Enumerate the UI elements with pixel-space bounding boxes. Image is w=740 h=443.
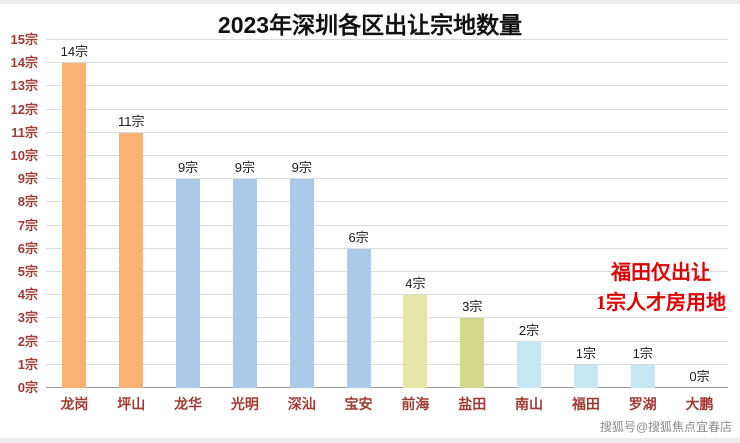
- annotation-line-1: 福田仅出让: [611, 262, 711, 284]
- bar-column: 1宗: [614, 40, 671, 388]
- y-tick-label: 11宗: [11, 124, 38, 140]
- gridline: [46, 271, 728, 272]
- gridline: [46, 340, 728, 342]
- bar-column: 1宗: [557, 40, 614, 388]
- annotation-line-2: 1宗人才房用地: [596, 292, 726, 314]
- bar-column: 9宗: [160, 40, 217, 388]
- gridline: [46, 178, 728, 180]
- gridline: [46, 201, 728, 203]
- y-tick-label: 14宗: [10, 55, 38, 71]
- bar-value-label: 9宗: [291, 160, 312, 176]
- bar-column: 2宗: [501, 40, 558, 388]
- x-tick-label: 宝安: [344, 396, 373, 412]
- bar: [346, 248, 371, 388]
- y-tick-label: 3宗: [17, 310, 38, 326]
- gridline: [46, 131, 728, 133]
- y-tick-label: 9宗: [17, 171, 38, 187]
- y-tick-label: 4宗: [17, 287, 38, 303]
- bars: 14宗 11宗 9宗 9宗 9宗 6宗 4宗 3宗 2宗 1宗 1宗 0宗: [46, 40, 728, 388]
- bar-value-label: 9宗: [234, 160, 256, 176]
- top-border-strip: [0, 0, 740, 4]
- bar-value-label: 1宗: [632, 345, 653, 361]
- y-tick-label: 6宗: [17, 240, 38, 256]
- bar-value-label: 1宗: [575, 345, 596, 361]
- gridline: [46, 363, 728, 365]
- bar: [62, 63, 87, 388]
- y-tick-label: 13宗: [10, 78, 38, 94]
- x-tick-label: 大鹏: [685, 396, 714, 412]
- x-tick-label: 前海: [401, 396, 430, 412]
- bar: [403, 295, 428, 388]
- bar-value-label: 6宗: [348, 229, 369, 245]
- x-tick-label: 南山: [515, 396, 544, 412]
- gridline: [46, 108, 728, 110]
- bar: [289, 179, 314, 388]
- bar: [460, 318, 485, 388]
- x-tick-label: 罗湖: [628, 396, 657, 412]
- x-tick-label: 坪山: [117, 396, 146, 412]
- x-axis-line: [46, 387, 728, 388]
- gridline: [46, 39, 728, 40]
- gridline: [46, 155, 728, 156]
- bar-value-label: 14宗: [60, 44, 89, 60]
- y-tick-label: 1宗: [17, 356, 38, 372]
- bar-chart: 0宗 1宗 2宗 3宗 4宗 5宗 6宗 7宗 8宗 9宗 10宗 11宗 12宗 13宗 14宗 15宗 1…: [6, 32, 734, 418]
- gridline: [46, 62, 728, 64]
- bar: [119, 132, 144, 388]
- bar-value-label: 4宗: [405, 276, 426, 292]
- x-tick-label: 光明: [230, 396, 259, 412]
- x-tick-label: 龙华: [174, 396, 203, 412]
- bottom-border-strip: [0, 438, 740, 443]
- y-tick-label: 10宗: [10, 148, 38, 164]
- gridline: [46, 294, 728, 296]
- bar: [517, 341, 542, 388]
- annotation: 福田仅出让 1宗人才房用地: [596, 258, 726, 318]
- gridline: [46, 224, 728, 226]
- watermark: 搜狐号@搜狐焦点宜春店: [599, 420, 732, 434]
- bar-value-label: 9宗: [177, 160, 199, 176]
- y-tick-label: 7宗: [17, 217, 38, 233]
- y-axis: 0宗 1宗 2宗 3宗 4宗 5宗 6宗 7宗 8宗 9宗 10宗 11宗 12宗 13宗 14宗 15宗: [6, 32, 42, 395]
- bar: [573, 364, 598, 388]
- bar-column: 6宗: [330, 40, 387, 388]
- bar-value-label: 3宗: [462, 299, 483, 315]
- bar: [232, 179, 257, 388]
- bar-column: 3宗: [444, 40, 501, 388]
- gridline: [46, 247, 728, 249]
- gridlines: [46, 39, 728, 388]
- bar: [630, 364, 655, 388]
- bar-column: 9宗: [273, 40, 330, 388]
- bar-column: 9宗: [216, 40, 273, 388]
- chart-title: 2023年深圳各区出让宗地数量: [217, 12, 523, 38]
- x-tick-label: 龙岗: [60, 396, 89, 412]
- x-tick-label: 深汕: [287, 396, 316, 412]
- gridline: [46, 317, 728, 319]
- bar-column: 11宗: [103, 40, 160, 388]
- gridline: [46, 85, 728, 87]
- y-tick-label: 8宗: [17, 194, 38, 210]
- x-tick-label: 福田: [571, 396, 600, 412]
- y-tick-label: 0宗: [17, 380, 38, 395]
- y-tick-label: 15宗: [10, 32, 38, 47]
- plot-area: 14宗 11宗 9宗 9宗 9宗 6宗 4宗 3宗 2宗 1宗 1宗 0宗 福田仅出让 1宗人才房用地: [46, 39, 728, 388]
- x-axis: 龙岗 坪山 龙华 光明 深汕 宝安 前海 盐田 南山 福田 罗湖 大鹏: [46, 392, 728, 416]
- bar-value-label: 0宗: [689, 369, 710, 384]
- bar-column: 0宗: [671, 40, 728, 388]
- bar: [176, 179, 201, 388]
- x-tick-label: 盐田: [458, 396, 487, 412]
- y-tick-label: 2宗: [17, 333, 38, 349]
- y-tick-label: 5宗: [17, 264, 38, 280]
- bar-column: 14宗: [46, 40, 103, 388]
- y-tick-label: 12宗: [10, 101, 38, 117]
- bar-column: 4宗: [387, 40, 444, 388]
- bar-value-label: 11宗: [117, 113, 145, 129]
- bar-value-label: 2宗: [518, 322, 540, 338]
